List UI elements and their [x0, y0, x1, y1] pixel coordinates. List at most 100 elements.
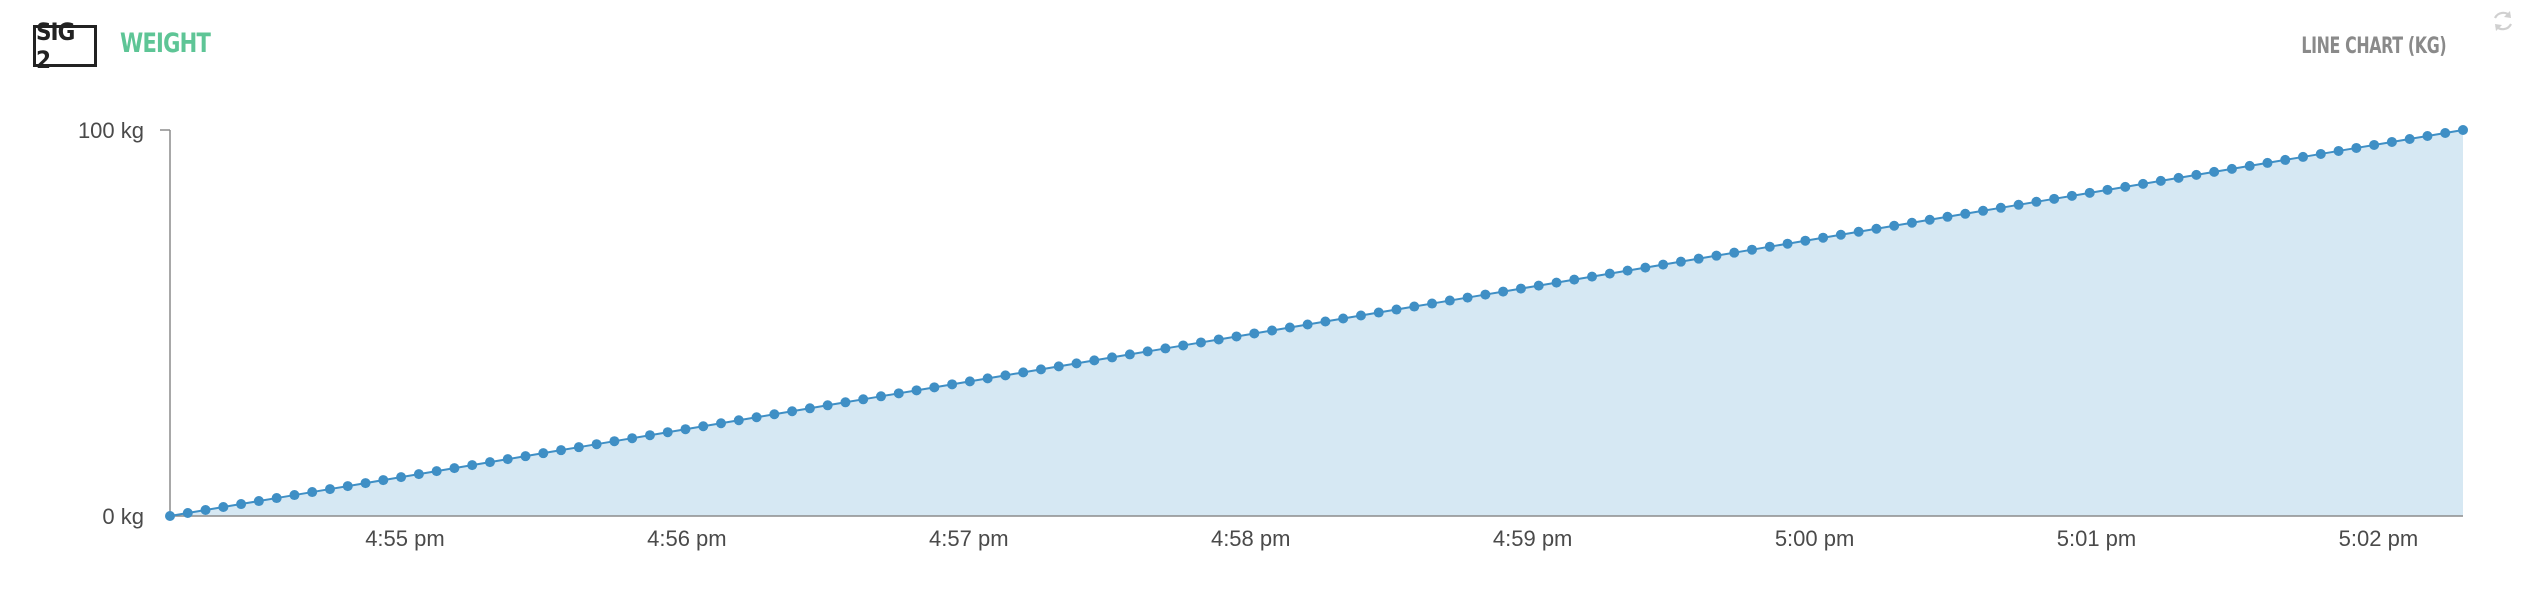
data-point [947, 379, 958, 390]
data-point [1373, 307, 1384, 318]
data-point [1889, 220, 1900, 231]
data-point [2298, 151, 2309, 162]
data-point [1195, 337, 1206, 348]
data-point [804, 403, 815, 414]
data-point [1178, 340, 1189, 351]
data-point [680, 424, 691, 435]
data-point [1160, 343, 1171, 354]
y-tick-label: 0 kg [102, 504, 144, 529]
data-point [2155, 175, 2166, 186]
data-point [1818, 232, 1829, 243]
data-point [1320, 316, 1331, 327]
data-point [733, 415, 744, 426]
data-point [964, 376, 975, 387]
data-point [1942, 211, 1953, 222]
data-point [1729, 247, 1740, 258]
data-point [716, 418, 727, 429]
data-point [2404, 133, 2415, 144]
data-point [182, 508, 193, 519]
data-point [1924, 214, 1935, 225]
data-point [1142, 346, 1153, 357]
data-point [271, 493, 282, 504]
data-point [2458, 125, 2468, 135]
chart-type-label: LINE CHART (KG) [2301, 34, 2446, 59]
data-point [289, 490, 300, 501]
x-tick-label: 4:57 pm [929, 526, 1009, 551]
data-point [1622, 265, 1633, 276]
data-point [2422, 130, 2433, 141]
data-point [1764, 241, 1775, 252]
data-point [1124, 349, 1135, 360]
data-point [1284, 322, 1295, 333]
data-point [538, 448, 549, 459]
data-point [2226, 163, 2237, 174]
data-point [1906, 217, 1917, 228]
data-point [2013, 199, 2024, 210]
data-point [431, 466, 442, 477]
y-tick-label: 100 kg [78, 118, 144, 143]
data-point [929, 382, 940, 393]
data-point [1355, 310, 1366, 321]
data-point [1053, 361, 1064, 372]
x-tick-label: 4:55 pm [365, 526, 445, 551]
data-point [627, 433, 638, 444]
data-point [787, 406, 798, 417]
data-point [2280, 154, 2291, 165]
data-point [1782, 238, 1793, 249]
data-point [360, 478, 371, 489]
data-point [1498, 286, 1509, 297]
data-point [2031, 196, 2042, 207]
data-point [1462, 292, 1473, 303]
data-point [324, 484, 335, 495]
data-point [1871, 223, 1882, 234]
data-point [982, 373, 993, 384]
data-point [1587, 271, 1598, 282]
data-point [449, 463, 460, 474]
data-point [1302, 319, 1313, 330]
data-point [520, 451, 531, 462]
data-point [1480, 289, 1491, 300]
data-point [1533, 280, 1544, 291]
x-tick-label: 4:56 pm [647, 526, 727, 551]
refresh-icon[interactable] [2490, 8, 2516, 34]
data-point [893, 388, 904, 399]
chart-title: WEIGHT [120, 28, 211, 59]
data-point [165, 511, 175, 521]
data-point [1658, 259, 1669, 270]
data-point [1515, 283, 1526, 294]
data-point [1675, 256, 1686, 267]
data-point [2173, 172, 2184, 183]
data-point [467, 460, 478, 471]
data-point [1231, 331, 1242, 342]
data-point [1213, 334, 1224, 345]
data-point [840, 397, 851, 408]
data-point [2138, 178, 2149, 189]
data-point [2351, 142, 2362, 153]
data-point [2191, 169, 2202, 180]
data-point [751, 412, 762, 423]
data-point [911, 385, 922, 396]
data-point [413, 469, 424, 480]
data-point [2262, 157, 2273, 168]
data-point [1853, 226, 1864, 237]
data-point [1444, 295, 1455, 306]
data-point [556, 445, 567, 456]
data-point [1569, 274, 1580, 285]
x-tick-label: 5:02 pm [2339, 526, 2419, 551]
data-point [1800, 235, 1811, 246]
data-point [1338, 313, 1349, 324]
data-point [1978, 205, 1989, 216]
data-point [769, 409, 780, 420]
data-point [1640, 262, 1651, 273]
data-point [1693, 253, 1704, 264]
data-point [502, 454, 513, 465]
data-point [662, 427, 673, 438]
data-point [1604, 268, 1615, 279]
data-point [2440, 127, 2451, 138]
data-point [342, 481, 353, 492]
data-point [1018, 367, 1029, 378]
data-point [1409, 301, 1420, 312]
data-point [2333, 145, 2344, 156]
data-point [698, 421, 709, 432]
data-point [1995, 202, 2006, 213]
